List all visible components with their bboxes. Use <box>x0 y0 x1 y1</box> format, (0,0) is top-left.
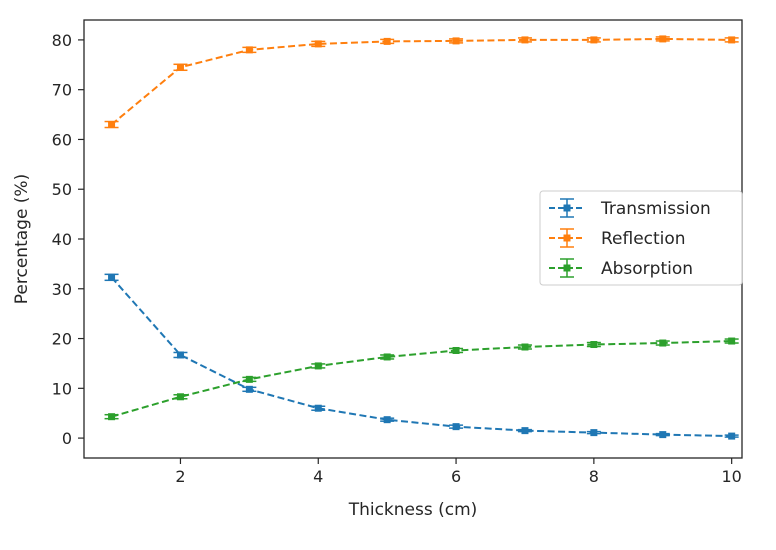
transmission-point <box>521 427 529 435</box>
legend-item-reflection: Reflection <box>549 228 686 249</box>
x-axis-title: Thickness (cm) <box>348 500 478 520</box>
transmission-point <box>452 423 460 431</box>
legend-item-transmission: Transmission <box>549 198 711 219</box>
y-tick-label: 60 <box>52 130 72 149</box>
series-transmission <box>104 273 739 440</box>
legend-marker-reflection <box>563 234 571 242</box>
series-reflection <box>104 35 739 129</box>
absorption-point <box>521 343 529 351</box>
transmission-point <box>590 429 598 437</box>
legend-marker-absorption <box>563 264 571 272</box>
absorption-point <box>452 346 460 354</box>
legend-marker-transmission <box>563 204 571 212</box>
legend-item-absorption: Absorption <box>549 258 693 279</box>
y-tick-label: 20 <box>52 330 72 349</box>
legend-label-reflection: Reflection <box>601 229 686 249</box>
reflection-point <box>383 37 391 45</box>
y-tick-label: 40 <box>52 230 72 249</box>
reflection-point <box>590 36 598 44</box>
y-tick-label: 0 <box>62 429 72 448</box>
absorption-point <box>176 393 184 401</box>
absorption-point <box>383 353 391 361</box>
transmission-point <box>659 431 667 439</box>
absorption-point <box>245 375 253 383</box>
absorption-point <box>728 337 736 345</box>
absorption-point <box>314 362 322 370</box>
legend: Transmission Reflection Absorption <box>539 190 743 286</box>
x-tick-label: 2 <box>175 467 185 486</box>
x-tick-label: 10 <box>721 467 741 486</box>
transmission-point <box>383 416 391 424</box>
y-tick-label: 50 <box>52 180 72 199</box>
x-tick-label: 4 <box>313 467 323 486</box>
y-tick-label: 80 <box>52 31 72 50</box>
transmission-point <box>245 385 253 393</box>
transmission-point <box>108 273 116 281</box>
transmission-point <box>314 404 322 412</box>
reflection-point <box>521 36 529 44</box>
legend-box <box>539 190 743 286</box>
y-axis-title: Percentage (%) <box>12 174 32 304</box>
absorption-point <box>108 413 116 421</box>
reflection-point <box>314 40 322 48</box>
reflection-point <box>108 121 116 129</box>
absorption-point <box>659 339 667 347</box>
x-tick-label: 8 <box>589 467 599 486</box>
transmission-line <box>110 276 732 438</box>
absorption-point <box>590 341 598 349</box>
absorption-line <box>111 340 732 418</box>
reflection-point <box>728 36 736 44</box>
y-tick-label: 70 <box>52 81 72 100</box>
transmission-point <box>176 351 184 359</box>
y-tick-label: 10 <box>52 379 72 398</box>
legend-label-absorption: Absorption <box>601 259 693 279</box>
plot-area <box>104 35 739 440</box>
reflection-line <box>110 37 732 126</box>
y-axis: 0 10 20 30 40 50 60 70 80 <box>52 31 84 448</box>
legend-label-transmission: Transmission <box>600 199 711 219</box>
transmission-point <box>728 432 736 440</box>
reflection-point <box>659 35 667 43</box>
reflection-point <box>245 46 253 54</box>
reflection-point <box>452 37 460 45</box>
series-absorption <box>104 337 739 421</box>
x-axis: 2 4 6 8 10 <box>175 458 742 486</box>
x-tick-label: 6 <box>451 467 461 486</box>
reflection-point <box>176 63 184 71</box>
y-tick-label: 30 <box>52 280 72 299</box>
